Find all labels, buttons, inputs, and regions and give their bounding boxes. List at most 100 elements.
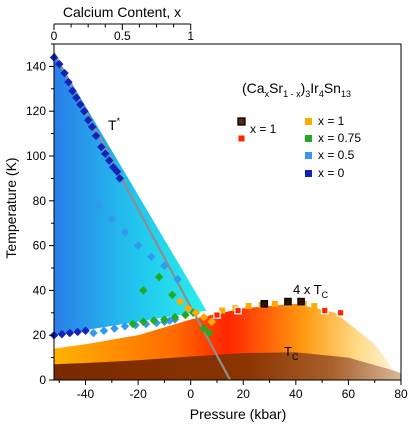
x-tick-label: 60	[342, 387, 356, 401]
tc-annotation: TC	[284, 344, 299, 362]
data-point	[79, 106, 89, 116]
legend-label: x = 0.5	[318, 148, 355, 162]
legend-marker	[305, 118, 312, 125]
data-point	[87, 122, 97, 132]
data-point	[73, 327, 82, 337]
data-point	[181, 310, 190, 320]
data-point	[115, 174, 124, 183]
tstar-fit-line	[53, 52, 232, 381]
data-point	[139, 286, 148, 295]
data-point	[284, 297, 292, 306]
data-point	[160, 315, 169, 324]
legend-marker	[237, 134, 246, 143]
legend-entry-x1-orange: x = 1	[305, 114, 345, 128]
data-point	[199, 313, 209, 322]
data-point	[128, 319, 138, 329]
data-point	[297, 297, 305, 306]
legend-label: x = 1	[250, 122, 277, 136]
data-point	[160, 261, 169, 271]
data-point	[97, 142, 106, 152]
data-point	[81, 326, 90, 335]
data-point	[104, 156, 114, 165]
x-tick-label: 40	[289, 387, 303, 401]
x-tick-label: 80	[394, 387, 408, 401]
data-point	[260, 300, 269, 308]
series-x-1-t-	[175, 297, 216, 327]
data-point	[336, 309, 345, 317]
series-x-1-red-	[213, 306, 345, 319]
data-point	[173, 274, 182, 284]
legend-marker	[305, 135, 312, 142]
legend-entry-x1-red	[237, 134, 246, 143]
data-point	[55, 59, 64, 69]
data-point	[68, 86, 77, 96]
tc-region	[54, 352, 401, 380]
data-point	[311, 303, 318, 310]
data-point	[120, 321, 130, 331]
data-point	[101, 149, 110, 159]
data-point	[107, 214, 117, 223]
x-axis-label: Pressure (kbar)	[190, 406, 286, 422]
data-point	[213, 311, 221, 319]
data-point	[99, 326, 109, 335]
data-point	[204, 328, 214, 338]
y-tick-label: 120	[26, 104, 46, 118]
legend-label: x = 0	[318, 166, 345, 180]
data-point	[65, 328, 75, 338]
data-point	[168, 290, 177, 300]
top-tick-label: 0.5	[114, 29, 131, 43]
x-tick-label: 20	[237, 387, 251, 401]
plot-frame	[53, 43, 402, 381]
data-point	[199, 324, 209, 333]
legend-marker	[305, 170, 312, 177]
data-point	[207, 317, 216, 327]
x-tick-label: -40	[77, 387, 95, 401]
legend-label: x = 1	[318, 114, 345, 128]
series-x-1-dark-	[260, 297, 305, 308]
data-point	[76, 100, 85, 109]
data-point	[110, 324, 119, 333]
top-tick-label: 0	[51, 29, 58, 43]
y-axis-label: Temperature (K)	[3, 157, 19, 258]
y-tick-label: 60	[33, 239, 47, 253]
formula-title: (CaxSr1 - x)3Ir4Sn13	[242, 80, 351, 99]
y-tick-label: 140	[26, 59, 46, 73]
legend: x = 1 x = 1 x = 0.75 x = 0.5 x = 0	[237, 114, 361, 180]
y-tick-label: 20	[33, 328, 47, 342]
data-point	[149, 316, 159, 325]
y-tick-label: 80	[33, 194, 47, 208]
data-point	[170, 313, 180, 322]
data-point	[271, 300, 278, 307]
four-tc-annotation: 4 x TC	[293, 282, 329, 300]
y-tick-label: 0	[39, 373, 46, 387]
data-point	[64, 77, 73, 87]
data-point	[133, 241, 143, 250]
legend-entry-x075: x = 0.75	[305, 131, 361, 145]
top-axis-ticks: 0 0.5 1	[51, 23, 194, 43]
data-point	[89, 328, 98, 338]
data-point	[60, 68, 69, 78]
x-axis-ticks: -40 -20 0 20 40 60 80	[58, 380, 408, 401]
y-tick-label: 100	[26, 149, 46, 163]
data-point	[219, 307, 226, 314]
data-point	[154, 272, 164, 282]
data-point	[83, 115, 93, 125]
legend-entry-x1-dark: x = 1	[237, 117, 277, 136]
top-tick-label: 1	[187, 29, 194, 43]
legend-label: x = 0.75	[318, 131, 361, 145]
legend-marker	[305, 152, 312, 159]
y-tick-label: 40	[33, 283, 47, 297]
series-x-0-75	[128, 272, 214, 338]
data-point	[175, 297, 185, 306]
data-point	[120, 227, 130, 237]
legend-marker	[237, 117, 246, 126]
data-point	[320, 306, 329, 315]
legend-entry-x0: x = 0	[305, 166, 345, 180]
data-point	[183, 304, 193, 313]
data-point	[94, 201, 103, 210]
data-point	[72, 93, 81, 103]
data-point	[191, 308, 201, 318]
